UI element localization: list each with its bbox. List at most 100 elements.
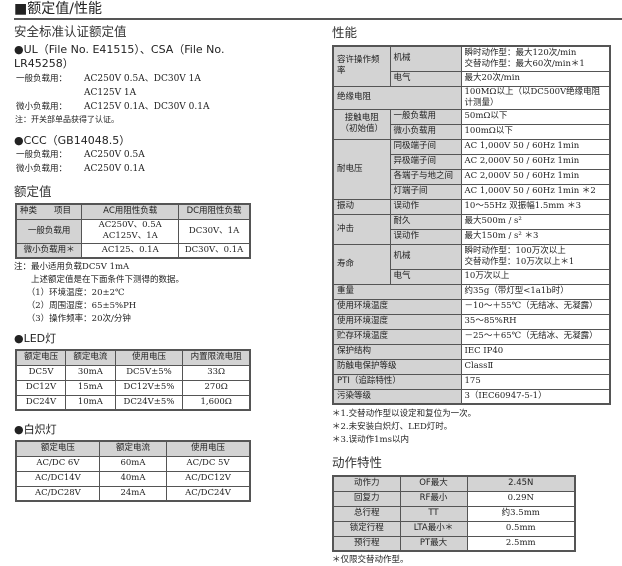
perf-group-label: 重量 [332, 283, 462, 300]
table-cell: DC24V [15, 394, 67, 411]
table-cell: 动作力 [332, 475, 401, 492]
perf-value: 瞬时动作型：100万次以上 交替动作型：10万次以上＊1 [460, 243, 611, 270]
table-cell: 一般负载用 [15, 218, 83, 244]
table-cell: AC125、0.1A [81, 242, 180, 259]
ul-heading: ●UL（File No. E41515）、CSA（File No. LR4525… [14, 43, 225, 70]
table-cell: DC12V±5% [114, 379, 184, 396]
table-cell: 微小负载用＊ [15, 242, 83, 259]
table-cell: 回复力 [332, 490, 401, 507]
perf-row: 耐电压 同极端子间 AC 1,000V 50 / 60Hz 1min [332, 138, 611, 200]
table-cell: 2.5mm [466, 535, 576, 552]
table-cell: DC24V±5% [114, 394, 184, 411]
perf-item-label: 异极端子间 [389, 153, 462, 170]
table-cell: TT [399, 505, 468, 522]
perf-value: 最大150m / s² ＊3 [460, 228, 611, 245]
table-row: AC/DC14V 40mA AC/DC12V [15, 470, 251, 487]
table-row: AC/DC 6V 60mA AC/DC 5V [15, 455, 251, 472]
table-cell: DC5V±5% [114, 364, 184, 381]
header-cell: 使用电压 [166, 440, 251, 457]
perf-row: 贮存环境温度 －25～＋65℃（无结冰、无凝露） [332, 328, 611, 345]
perf-note: ＊2.未安装白炽灯、LED灯时。 [332, 422, 453, 432]
perf-row: 冲击 耐久 最大500m / s² [332, 213, 611, 245]
perf-value: 50mΩ以下 [460, 108, 611, 125]
table-cell: AC/DC14V [15, 470, 100, 487]
table-cell: DC5V [15, 364, 67, 381]
table-cell: 60mA [98, 455, 168, 472]
led-table: 额定电压 额定电流 使用电压 内置限流电阻 DC5V 30mA DC5V±5% 33Ω DC12… [15, 349, 251, 411]
rating-note: （1）环境温度：20±2℃ [14, 288, 125, 298]
perf-row: 保护结构 IEC IP40 [332, 343, 611, 360]
perf-value: 10～55Hz 双振幅1.5mm ＊3 [460, 198, 611, 215]
perf-value: 约35g（带灯型<1a1b时） [460, 283, 611, 300]
ul-note: 注：开关部单品获得了认证。 [15, 115, 119, 124]
table-cell: 10mA [65, 394, 116, 411]
perf-row: 使用环境温度 －10～＋55℃（无结冰、无凝露） [332, 298, 611, 315]
table-cell: 预行程 [332, 535, 401, 552]
table-cell: DC30V、1A [178, 218, 251, 244]
ul-rating-line: 微小负载用： AC125V 0.1A、DC30V 0.1A [16, 100, 254, 114]
action-heading: 动作特性 [332, 455, 383, 470]
ul-rating-line: 一般负载用： AC250V 0.5A、DC30V 1A [16, 72, 254, 86]
table-cell: 约3.5mm [466, 505, 576, 522]
perf-value: 瞬时动作型：最大120次/min 交替动作型：最大60次/min＊1 [460, 45, 611, 72]
header-cell: 额定电流 [65, 349, 116, 366]
right-column: 性能 容许操作频率 机械 瞬时动作型：最大120次/min 交替动作型：最大60次/m… [332, 25, 614, 566]
perf-row: 污染等级 3（IEC60947-5-1） [332, 388, 611, 405]
perf-row: PTI（追踪特性） 175 [332, 373, 611, 390]
perf-group-label: 贮存环境温度 [332, 328, 462, 345]
lamp-table: 额定电压 额定电流 使用电压 AC/DC 6V 60mA AC/DC 5V AC/DC14V… [15, 440, 251, 502]
rating-label: 一般负载用： [16, 150, 68, 160]
table-header-row: 额定电压 额定电流 使用电压 [15, 440, 251, 457]
page-title: ■额定值/性能 [14, 1, 102, 17]
ccc-rating-line: 一般负载用： AC250V 0.5A [16, 148, 254, 162]
perf-group-label: 接触电阻 （初始值） [332, 108, 391, 140]
action-note: ＊仅限交替动作型。 [332, 555, 409, 565]
table-cell: 40mA [98, 470, 168, 487]
table-cell: 锁定行程 [332, 520, 401, 537]
table-cell: AC/DC24V [166, 485, 251, 502]
perf-value: 100MΩ以上（以DC500V绝缘电阻计测量） [460, 85, 611, 110]
table-cell: 24mA [98, 485, 168, 502]
table-cell: 0.5mm [466, 520, 576, 537]
perf-group-label: 耐电压 [332, 138, 391, 200]
perf-item-label: 机械 [389, 243, 462, 270]
perf-row: 使用环境湿度 35～85%RH [332, 313, 611, 330]
table-cell: OF最大 [399, 475, 468, 492]
perf-item-label: 耐久 [389, 213, 462, 230]
table-cell: 0.29N [466, 490, 576, 507]
perf-value: AC 2,000V 50 / 60Hz 1min [460, 168, 611, 185]
table-cell: 33Ω [182, 364, 251, 381]
perf-group-label: 冲击 [332, 213, 391, 245]
rating-note: 注：最小适用负载DC5V 1mA [14, 262, 130, 272]
rating-label: 一般负载用： [16, 74, 68, 84]
perf-group-label: 振动 [332, 198, 391, 215]
perf-value: －25～＋65℃（无结冰、无凝露） [460, 328, 611, 345]
perf-value: 最大20次/min [460, 70, 611, 87]
rating-label: 微小负载用： [16, 164, 68, 174]
perf-value: 175 [460, 373, 611, 390]
table-cell: 15mA [65, 379, 116, 396]
perf-notes: ＊1.交替动作型以设定和复位为一次。 ＊2.未安装白炽灯、LED灯时。 ＊3.误动作… [332, 408, 614, 447]
perf-item-label: 电气 [389, 70, 462, 87]
perf-group-label: 绝缘电阻 [332, 85, 462, 110]
perf-group-label: 防触电保护等级 [332, 358, 462, 375]
perf-value: AC 2,000V 50 / 60Hz 1min [460, 153, 611, 170]
perf-item-label: 误动作 [389, 228, 462, 245]
rating-label: 微小负载用： [16, 102, 68, 112]
perf-row: 接触电阻 （初始值） 一般负载用 50mΩ以下 [332, 108, 611, 140]
perf-item-label: 同极端子间 [389, 138, 462, 155]
table-cell: 1,600Ω [182, 394, 251, 411]
perf-group-label: 使用环境温度 [332, 298, 462, 315]
perf-note: ＊3.误动作1ms以内 [332, 435, 409, 445]
header-cell: AC用阻性负载 [81, 203, 180, 220]
perf-note: ＊1.交替动作型以设定和复位为一次。 [332, 409, 477, 419]
rating-value: AC250V 0.1A [84, 164, 145, 174]
perf-value: AC 1,000V 50 / 60Hz 1min [460, 138, 611, 155]
table-row: DC12V 15mA DC12V±5% 270Ω [15, 379, 251, 396]
perf-row: 电气 最大20次/min [333, 70, 611, 87]
perf-row: 灯端子间 AC 1,000V 50 / 60Hz 1min ＊2 [333, 183, 611, 200]
rating-note: 上述额定值是在下面条件下测得的数据。 [14, 275, 185, 285]
perf-item-label: 微小负载用 [389, 123, 462, 140]
rating-value: AC125V 1A [84, 88, 137, 98]
perf-item-label: 灯端子间 [389, 183, 462, 200]
